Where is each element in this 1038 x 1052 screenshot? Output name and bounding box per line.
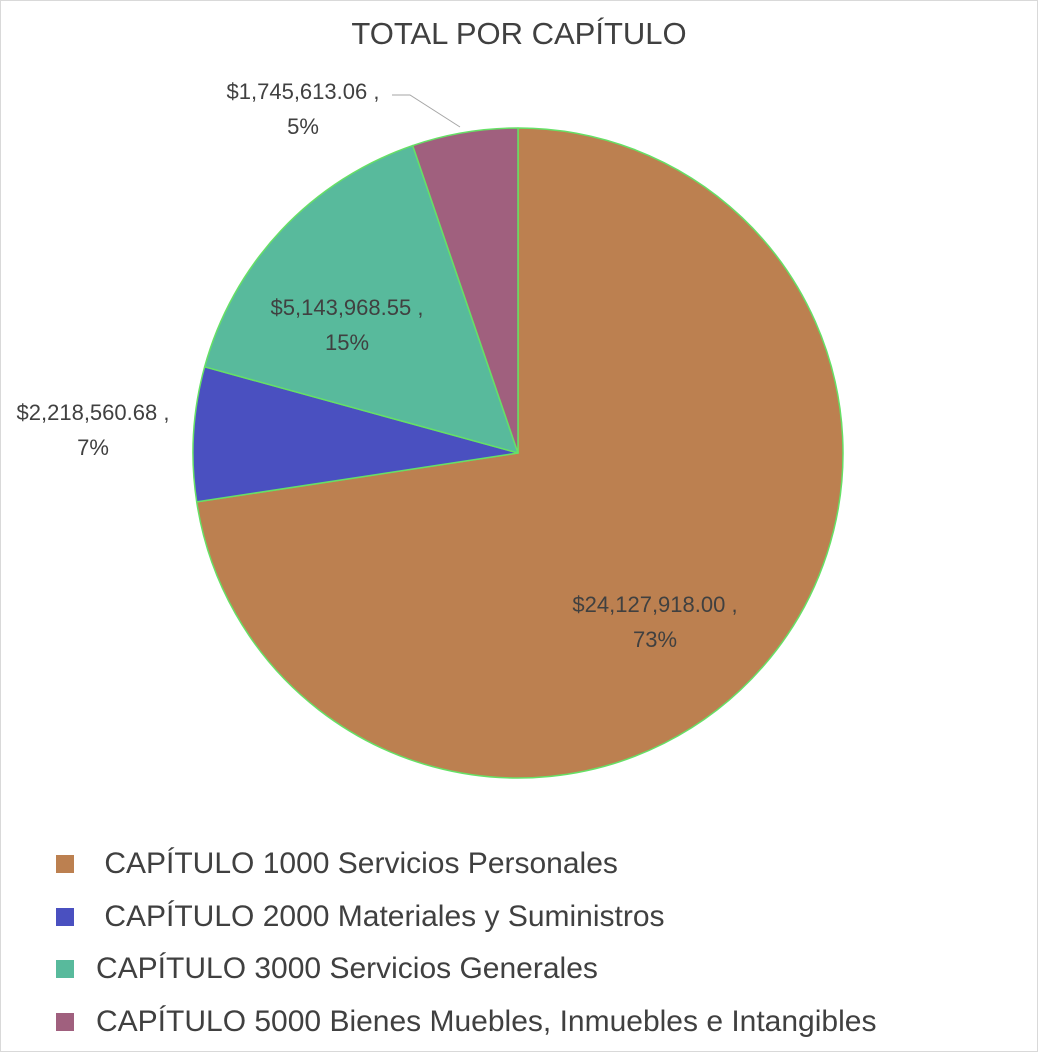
legend-swatch-capitulo-3000 xyxy=(56,960,74,979)
data-label-value-capitulo-5000: $1,745,613.06 , xyxy=(227,79,380,104)
legend-label-capitulo-5000: CAPÍTULO 5000 Bienes Muebles, Inmuebles … xyxy=(96,1004,877,1038)
pie-slice-capitulo-1000 xyxy=(195,127,844,779)
legend-label-capitulo-1000: CAPÍTULO 1000 Servicios Personales xyxy=(96,847,618,881)
legend-swatch-capitulo-1000 xyxy=(56,855,74,874)
legend-item-capitulo-3000: CAPÍTULO 3000 Servicios Generales xyxy=(56,943,876,996)
pie-slice-capitulo-5000 xyxy=(411,127,519,454)
pie-slice-capitulo-2000 xyxy=(192,366,519,503)
legend-label-capitulo-2000: CAPÍTULO 2000 Materiales y Suministros xyxy=(96,899,665,933)
legend-swatch-capitulo-5000 xyxy=(56,1012,74,1031)
legend-swatch-capitulo-2000 xyxy=(56,907,74,926)
pie-slice-capitulo-3000 xyxy=(203,144,519,454)
data-label-percent-capitulo-1000: 73% xyxy=(633,627,677,652)
leader-line-capitulo-5000 xyxy=(392,94,461,128)
chart-title: TOTAL POR CAPÍTULO xyxy=(351,16,687,51)
data-label-percent-capitulo-2000: 7% xyxy=(77,435,109,460)
legend-label-capitulo-3000: CAPÍTULO 3000 Servicios Generales xyxy=(96,952,598,986)
data-label-value-capitulo-2000: $2,218,560.68 , xyxy=(17,400,170,425)
data-label-value-capitulo-1000: $24,127,918.00 , xyxy=(572,592,737,617)
legend-item-capitulo-5000: CAPÍTULO 5000 Bienes Muebles, Inmuebles … xyxy=(56,996,876,1049)
legend: CAPÍTULO 1000 Servicios Personales CAPÍT… xyxy=(56,838,876,1048)
data-label-value-capitulo-3000: $5,143,968.55 , xyxy=(271,295,424,320)
data-label-percent-capitulo-3000: 15% xyxy=(325,330,369,355)
legend-item-capitulo-1000: CAPÍTULO 1000 Servicios Personales xyxy=(56,838,876,891)
legend-item-capitulo-2000: CAPÍTULO 2000 Materiales y Suministros xyxy=(56,891,876,944)
data-label-percent-capitulo-5000: 5% xyxy=(287,114,319,139)
